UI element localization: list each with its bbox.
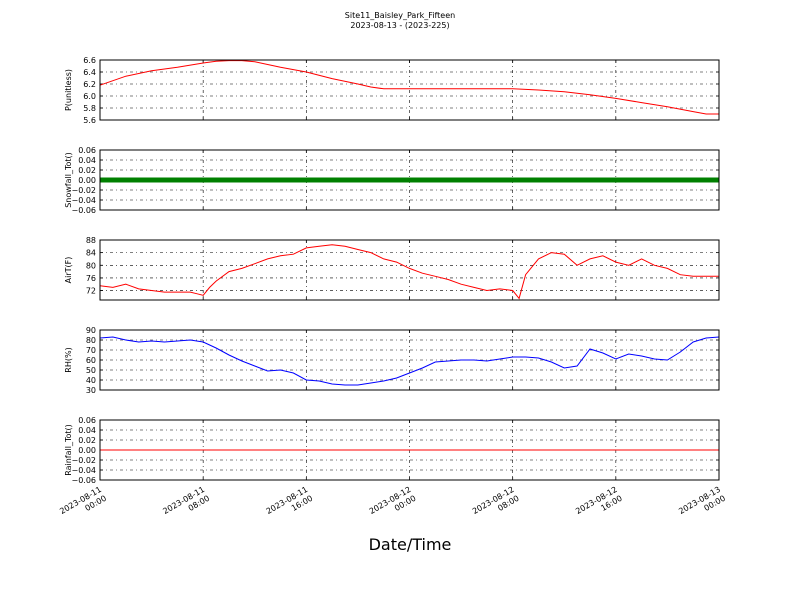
y-tick-label: 0.02 [78, 436, 96, 445]
y-tick-label: 70 [86, 346, 96, 355]
y-tick-label: −0.02 [71, 186, 96, 195]
y-axis-label: Rainfall_Tot() [64, 424, 73, 476]
y-tick-label: 0.02 [78, 166, 96, 175]
y-tick-label: 60 [86, 356, 96, 365]
x-tick-label: 2023-08-1108:00 [161, 485, 211, 525]
y-tick-label: 6.4 [83, 68, 96, 77]
y-axis-label: AirT(F) [64, 257, 73, 284]
axes-frame [99, 329, 720, 391]
y-tick-label: 0.00 [78, 176, 96, 185]
chart-title-line1: Site11_Baisley_Park_Fifteen [345, 11, 455, 20]
y-tick-label: 88 [86, 236, 96, 245]
y-tick-label: 0.06 [78, 416, 96, 425]
y-tick-label: −0.06 [71, 206, 96, 215]
y-tick-label: 5.8 [83, 104, 96, 113]
x-tick-label: 2023-08-1100:00 [58, 485, 108, 525]
y-tick-label: 84 [86, 249, 96, 258]
axes-frame [99, 419, 720, 481]
y-tick-label: −0.02 [71, 456, 96, 465]
y-tick-label: 0.00 [78, 446, 96, 455]
chart-title-line2: 2023-08-13 - (2023-225) [350, 21, 449, 30]
y-tick-label: −0.06 [71, 476, 96, 485]
x-tick-label: 2023-08-1208:00 [471, 485, 521, 525]
subplots: 6.66.46.26.05.85.6P(unitless)0.060.040.0… [64, 56, 720, 485]
y-tick-label: −0.04 [71, 196, 96, 205]
x-axis-label: Date/Time [369, 535, 452, 554]
y-tick-label: 0.04 [78, 156, 96, 165]
y-tick-label: −0.04 [71, 466, 96, 475]
y-tick-label: 76 [86, 274, 96, 283]
axes-frame [99, 149, 720, 211]
y-tick-label: 30 [86, 386, 96, 395]
y-tick-label: 0.04 [78, 426, 96, 435]
x-tick-label: 2023-08-1216:00 [574, 485, 624, 525]
subplot-5: 0.060.040.020.00−0.02−0.04−0.06Rainfall_… [64, 416, 720, 485]
subplot-2: 0.060.040.020.00−0.02−0.04−0.06Snowfall_… [64, 146, 720, 215]
y-tick-label: 80 [86, 261, 96, 270]
x-tick-label: 2023-08-1200:00 [368, 485, 418, 525]
subplot-3: 88 84 80 76 72 AirT(F) [64, 236, 720, 301]
x-tick-labels: 2023-08-1100:00 2023-08-1108:00 2023-08-11… [58, 485, 727, 525]
y-axis-label: RH(%) [64, 347, 73, 372]
subplot-1: 6.6 6.4 6.2 6.0 5.8 5.6 P(unitless) [64, 56, 720, 125]
y-axis-label: P(unitless) [64, 69, 73, 111]
y-tick-label: 40 [86, 376, 96, 385]
data-series-line [99, 60, 719, 115]
y-tick-label: 72 [86, 287, 96, 296]
axes-frame [99, 59, 720, 121]
axes-frame [99, 239, 720, 301]
x-tick-label: 2023-08-1116:00 [265, 485, 315, 525]
y-tick-label: 6.6 [83, 56, 96, 65]
x-tick-label: 2023-08-1300:00 [677, 485, 727, 525]
y-tick-label: 80 [86, 336, 96, 345]
y-tick-label: 50 [86, 366, 96, 375]
y-tick-label: 6.0 [83, 92, 96, 101]
y-tick-label: 0.06 [78, 146, 96, 155]
y-axis-label: Snowfall_Tot() [64, 152, 73, 208]
data-series-line [99, 244, 719, 300]
y-tick-label: 90 [86, 326, 96, 335]
y-tick-label: 5.6 [83, 116, 96, 125]
y-tick-label: 6.2 [83, 80, 96, 89]
data-series-line [99, 336, 720, 386]
